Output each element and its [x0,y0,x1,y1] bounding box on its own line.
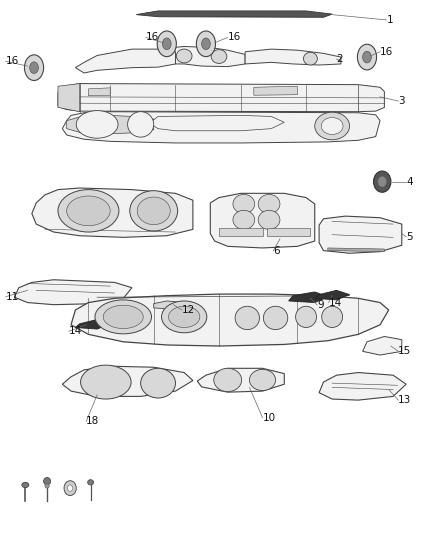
Polygon shape [32,188,193,237]
Ellipse shape [374,171,391,192]
Polygon shape [315,290,350,300]
Polygon shape [14,280,132,305]
Ellipse shape [157,31,177,56]
Polygon shape [245,49,341,65]
Polygon shape [75,319,110,329]
Text: 16: 16 [380,47,393,56]
Text: 16: 16 [228,33,241,43]
Polygon shape [197,368,284,392]
Text: 1: 1 [387,15,393,25]
Ellipse shape [258,211,280,229]
Ellipse shape [130,191,178,231]
Ellipse shape [127,112,154,137]
Ellipse shape [363,51,371,63]
Ellipse shape [58,190,119,232]
Polygon shape [71,294,389,346]
Polygon shape [319,216,402,253]
Polygon shape [136,11,332,17]
Text: 3: 3 [398,96,405,106]
Ellipse shape [357,44,377,70]
Polygon shape [319,373,406,400]
Ellipse shape [88,480,94,485]
Text: 11: 11 [6,292,19,302]
Polygon shape [254,86,297,95]
Ellipse shape [196,31,215,56]
Polygon shape [154,301,184,309]
Ellipse shape [201,38,210,50]
Polygon shape [219,228,262,236]
Ellipse shape [64,481,76,496]
Ellipse shape [67,485,73,491]
Ellipse shape [304,52,318,65]
Ellipse shape [263,306,288,329]
Ellipse shape [103,305,143,328]
Text: 12: 12 [182,305,195,315]
Ellipse shape [22,482,29,488]
Ellipse shape [378,176,387,187]
Ellipse shape [233,195,254,214]
Ellipse shape [169,306,200,327]
Text: 9: 9 [317,300,324,310]
Text: 13: 13 [398,395,412,405]
Text: 16: 16 [6,56,19,66]
Polygon shape [328,248,385,252]
Polygon shape [62,366,193,397]
Polygon shape [149,115,284,131]
Ellipse shape [141,368,176,398]
Ellipse shape [67,196,110,225]
Polygon shape [158,46,245,67]
Ellipse shape [76,111,118,138]
Polygon shape [58,84,385,112]
Ellipse shape [315,112,350,140]
Ellipse shape [322,306,343,327]
Ellipse shape [44,478,50,485]
Text: 15: 15 [398,346,412,357]
Text: 4: 4 [406,176,413,187]
Polygon shape [75,49,184,73]
Polygon shape [289,292,328,303]
Ellipse shape [81,365,131,399]
Polygon shape [210,193,315,248]
Ellipse shape [250,369,276,391]
Text: 18: 18 [86,416,99,426]
Polygon shape [62,112,380,143]
Polygon shape [363,336,402,355]
Text: 10: 10 [262,413,276,423]
Ellipse shape [214,368,242,392]
Text: 5: 5 [406,232,413,242]
Ellipse shape [25,55,44,80]
Ellipse shape [162,38,171,50]
Ellipse shape [258,195,280,214]
Ellipse shape [95,300,152,334]
Polygon shape [67,115,154,134]
Ellipse shape [296,306,317,327]
Polygon shape [88,88,110,96]
Ellipse shape [211,50,227,63]
Ellipse shape [233,211,254,229]
Polygon shape [267,228,311,236]
Ellipse shape [177,49,192,63]
Text: 16: 16 [146,33,159,43]
Text: 14: 14 [69,326,82,336]
Text: 6: 6 [273,246,280,256]
Ellipse shape [45,484,49,488]
Ellipse shape [30,62,39,74]
Text: 14: 14 [328,297,342,308]
Ellipse shape [137,197,170,224]
Ellipse shape [321,117,343,134]
Text: 2: 2 [336,54,343,64]
Ellipse shape [162,301,207,333]
Polygon shape [58,84,80,112]
Ellipse shape [235,306,259,329]
